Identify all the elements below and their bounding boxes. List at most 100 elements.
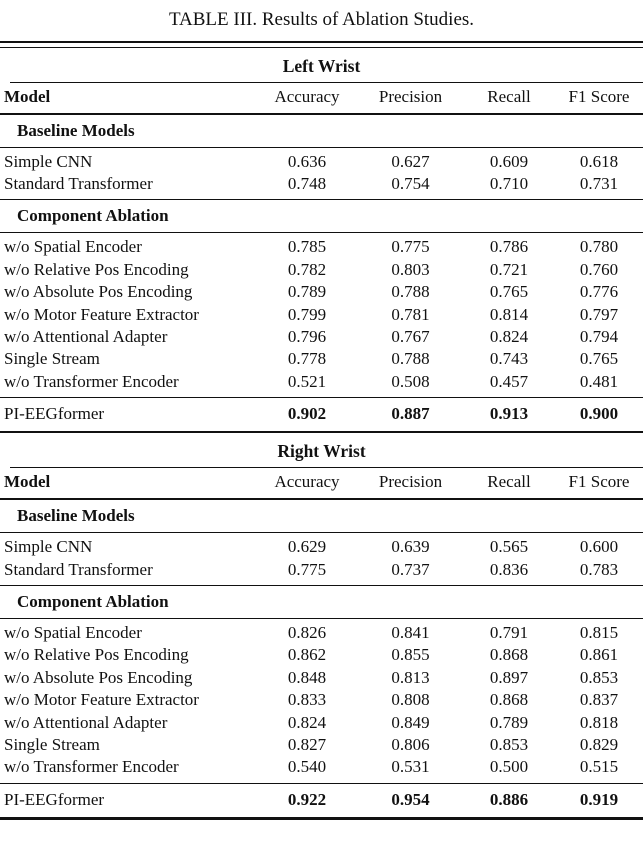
- divider-rule: [10, 467, 643, 469]
- metric-cell: 0.775: [287, 559, 327, 579]
- model-name-cell: Standard Transformer: [4, 559, 153, 579]
- table-row: w/o Attentional Adapter 0.796 0.767 0.824 0.…: [0, 326, 643, 348]
- model-name-cell: Simple CNN: [4, 151, 93, 171]
- metric-cell: 0.848: [287, 667, 327, 687]
- metric-cell: 0.849: [391, 712, 430, 732]
- highlight-row: PI-EEGformer 0.902 0.887 0.913 0.900: [0, 398, 643, 431]
- model-name-cell: w/o Attentional Adapter: [4, 712, 168, 732]
- metric-cell: 0.837: [579, 690, 619, 710]
- column-header-row: Model Accuracy Precision Recall F1 Score: [0, 468, 643, 498]
- section-header: Left Wrist: [282, 55, 361, 76]
- model-name-cell: Simple CNN: [4, 537, 93, 557]
- divider-rule: [0, 146, 643, 148]
- metric-cell: 0.785: [287, 237, 327, 257]
- metric-cell: 0.897: [489, 667, 529, 687]
- metric-cell: 0.789: [287, 282, 327, 302]
- divider-rule: [0, 431, 643, 434]
- column-header: Precision: [378, 472, 443, 492]
- table-row: Standard Transformer 0.775 0.737 0.836 0.783: [0, 559, 643, 581]
- metric-cell: 0.853: [489, 735, 529, 754]
- metric-cell: 0.788: [391, 349, 430, 369]
- metric-cell: 0.797: [579, 304, 619, 324]
- metric-cell: 0.808: [391, 690, 430, 710]
- divider-rule: [0, 232, 643, 234]
- metric-cell: 0.824: [287, 712, 327, 732]
- metric-cell: 0.826: [287, 622, 327, 642]
- column-header: F1 Score: [568, 472, 630, 492]
- group-rows: Simple CNN 0.629 0.639 0.565 0.600 Standard T…: [0, 533, 643, 585]
- group-header: Baseline Models: [17, 506, 135, 526]
- column-header-row: Model Accuracy Precision Recall F1 Score: [0, 83, 643, 113]
- metric-cell: 0.782: [287, 259, 327, 279]
- metric-cell: 0.457: [489, 371, 529, 391]
- metric-cell: 0.794: [579, 326, 619, 346]
- table-row: w/o Spatial Encoder 0.785 0.775 0.786 0.780: [0, 236, 643, 258]
- metric-cell: 0.780: [579, 237, 619, 257]
- model-name-cell: w/o Motor Feature Extractor: [4, 304, 199, 324]
- metric-cell: 0.540: [287, 757, 327, 777]
- metric-cell: 0.531: [391, 757, 430, 777]
- model-name-cell: w/o Relative Pos Encoding: [4, 645, 189, 665]
- table-row: Standard Transformer 0.748 0.754 0.710 0.731: [0, 173, 643, 195]
- metric-cell: 0.618: [579, 151, 619, 171]
- metric-cell: 0.710: [489, 173, 529, 193]
- divider-rule: [0, 584, 643, 586]
- group-header: Component Ablation: [17, 591, 169, 611]
- table-row: Simple CNN 0.629 0.639 0.565 0.600: [0, 536, 643, 558]
- model-name-cell: w/o Transformer Encoder: [4, 371, 179, 391]
- divider-rule: [0, 498, 643, 501]
- model-name-cell: w/o Relative Pos Encoding: [4, 259, 189, 279]
- metric-cell: 0.799: [287, 304, 327, 324]
- metric-cell: 0.815: [579, 622, 619, 642]
- metric-cell: 0.508: [391, 371, 430, 391]
- table-row: w/o Relative Pos Encoding 0.782 0.803 0.721…: [0, 259, 643, 281]
- metric-cell: 0.836: [489, 559, 529, 579]
- metric-cell: 0.853: [579, 667, 619, 687]
- table-row: w/o Attentional Adapter 0.824 0.849 0.789 0.…: [0, 712, 643, 734]
- metric-cell: 0.868: [489, 690, 529, 710]
- metric-cell: 0.775: [391, 237, 430, 257]
- metric-cell: 0.861: [579, 645, 619, 665]
- column-header: Accuracy: [274, 86, 340, 106]
- metric-cell: 0.789: [489, 712, 529, 732]
- metric-cell: 0.841: [391, 622, 430, 642]
- metric-cell: 0.760: [579, 259, 619, 279]
- divider-rule: [0, 112, 643, 115]
- metric-cell: 0.743: [489, 349, 529, 369]
- metric-cell: 0.788: [391, 282, 430, 302]
- metric-cell: 0.954: [391, 789, 430, 809]
- divider-rule: [0, 532, 643, 534]
- table-row: Single Stream 0.827 0.806 0.853 0.829: [0, 734, 643, 756]
- metric-cell: 0.731: [579, 173, 619, 193]
- table-row: w/o Motor Feature Extractor 0.833 0.808 0.8…: [0, 689, 643, 711]
- metric-cell: 0.515: [579, 757, 619, 777]
- column-header: Precision: [378, 86, 443, 106]
- divider-rule: [0, 199, 643, 201]
- model-name-cell: PI-EEGformer: [4, 404, 105, 424]
- ablation-table: Left Wrist Model Accuracy Precision Recall F1…: [0, 48, 643, 820]
- group-header: Baseline Models: [17, 120, 135, 140]
- metric-cell: 0.748: [287, 173, 327, 193]
- metric-cell: 0.913: [489, 404, 529, 424]
- metric-cell: 0.922: [287, 789, 327, 809]
- column-header: Accuracy: [274, 472, 340, 492]
- model-name-cell: w/o Transformer Encoder: [4, 757, 179, 777]
- metric-cell: 0.818: [579, 712, 619, 732]
- bottom-rule: [0, 816, 643, 820]
- top-rule: [0, 41, 643, 48]
- metric-cell: 0.783: [579, 559, 619, 579]
- metric-cell: 0.902: [287, 404, 327, 424]
- group-rows: Simple CNN 0.636 0.627 0.609 0.618 Standard T…: [0, 148, 643, 200]
- metric-cell: 0.565: [489, 537, 529, 557]
- column-header: Model: [4, 472, 51, 492]
- metric-cell: 0.600: [579, 537, 619, 557]
- table-row: Single Stream 0.778 0.788 0.743 0.765: [0, 348, 643, 370]
- metric-cell: 0.765: [489, 282, 529, 302]
- group-rows: w/o Spatial Encoder 0.826 0.841 0.791 0.815 w…: [0, 619, 643, 783]
- table-row: w/o Transformer Encoder 0.521 0.508 0.457 0.…: [0, 371, 643, 393]
- table-row: w/o Motor Feature Extractor 0.799 0.781 0.8…: [0, 304, 643, 326]
- highlight-row: PI-EEGformer 0.922 0.954 0.886 0.919: [0, 784, 643, 817]
- model-name-cell: w/o Spatial Encoder: [4, 622, 142, 642]
- metric-cell: 0.521: [287, 371, 327, 391]
